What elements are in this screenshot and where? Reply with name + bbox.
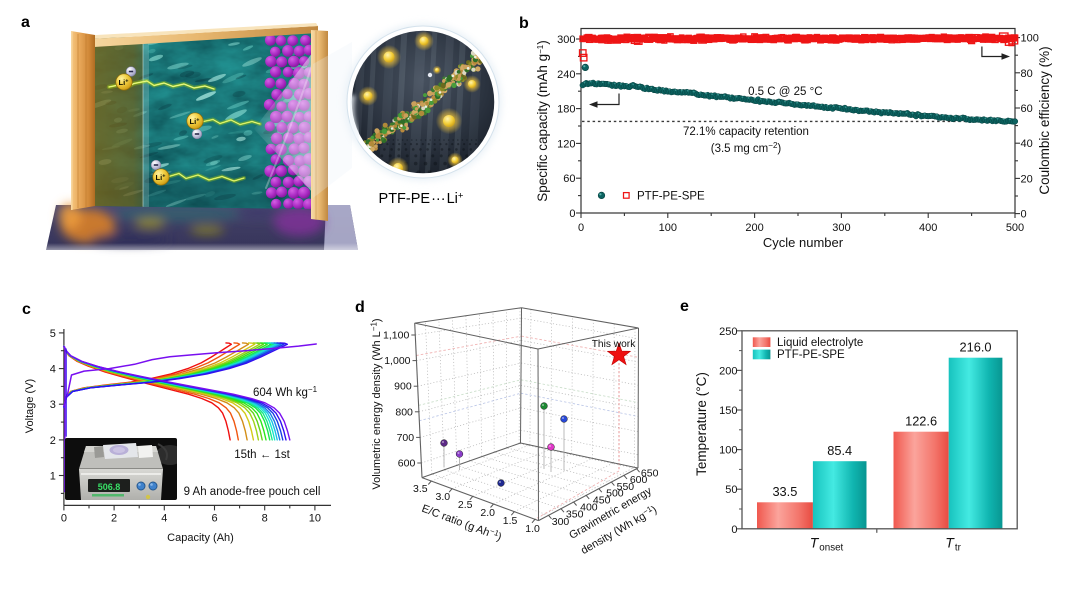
svg-text:450: 450 <box>593 494 611 506</box>
svg-text:400: 400 <box>580 501 598 513</box>
svg-text:250: 250 <box>719 326 737 338</box>
svg-text:4: 4 <box>161 512 167 524</box>
svg-text:Cycle number: Cycle number <box>763 235 844 250</box>
svg-text:Li+: Li+ <box>119 78 129 87</box>
svg-text:onset: onset <box>819 543 843 554</box>
svg-text:180: 180 <box>557 104 575 116</box>
svg-text:350: 350 <box>566 508 584 520</box>
svg-text:e: e <box>680 298 689 315</box>
svg-text:240: 240 <box>557 69 575 81</box>
svg-text:20: 20 <box>1021 173 1033 185</box>
svg-text:506.8: 506.8 <box>98 482 121 492</box>
svg-text:Specific capacity (mAh g−1): Specific capacity (mAh g−1) <box>535 40 550 201</box>
svg-text:604 Wh kg−1: 604 Wh kg−1 <box>253 385 318 399</box>
svg-text:Li+: Li+ <box>190 117 200 126</box>
svg-text:200: 200 <box>745 222 763 234</box>
svg-text:300: 300 <box>557 34 575 46</box>
svg-text:600: 600 <box>630 474 648 486</box>
svg-text:tr: tr <box>955 543 962 554</box>
svg-text:T: T <box>810 535 820 551</box>
svg-text:PTF-PE-SPE: PTF-PE-SPE <box>637 191 705 203</box>
svg-text:This work: This work <box>592 339 636 350</box>
svg-text:1,000: 1,000 <box>384 355 410 367</box>
svg-text:Voltage (V): Voltage (V) <box>24 379 36 433</box>
svg-text:500: 500 <box>1006 222 1024 234</box>
svg-text:2.5: 2.5 <box>458 499 473 511</box>
svg-text:300: 300 <box>552 516 570 528</box>
svg-text:0: 0 <box>1021 209 1027 221</box>
svg-text:Capacity (Ah): Capacity (Ah) <box>167 532 234 544</box>
svg-text:1.5: 1.5 <box>503 515 518 527</box>
svg-text:60: 60 <box>563 173 575 185</box>
svg-text:b: b <box>519 15 529 32</box>
svg-text:650: 650 <box>641 467 659 479</box>
svg-text:T: T <box>945 535 955 551</box>
svg-text:(3.5 mg cm−2): (3.5 mg cm−2) <box>711 141 782 155</box>
svg-text:8: 8 <box>262 512 268 524</box>
svg-text:33.5: 33.5 <box>772 484 797 499</box>
svg-text:PTF-PE-SPE: PTF-PE-SPE <box>777 349 845 361</box>
svg-text:216.0: 216.0 <box>959 339 991 354</box>
svg-text:Liquid electrolyte: Liquid electrolyte <box>777 337 863 349</box>
svg-text:c: c <box>22 301 31 318</box>
svg-text:700: 700 <box>397 432 415 444</box>
svg-text:72.1% capacity retention: 72.1% capacity retention <box>683 126 809 138</box>
svg-text:60: 60 <box>1021 103 1033 115</box>
svg-text:0: 0 <box>731 524 737 536</box>
svg-text:200: 200 <box>719 365 737 377</box>
svg-text:15th ← 1st: 15th ← 1st <box>234 449 290 461</box>
svg-text:Temperature (°C): Temperature (°C) <box>694 372 709 476</box>
svg-text:9 Ah anode-free pouch cell: 9 Ah anode-free pouch cell <box>184 486 321 498</box>
svg-text:1: 1 <box>50 471 56 483</box>
svg-text:3: 3 <box>50 399 56 411</box>
svg-text:122.6: 122.6 <box>905 413 937 428</box>
svg-text:2: 2 <box>111 512 117 524</box>
svg-text:4: 4 <box>50 364 56 376</box>
svg-text:d: d <box>355 299 365 316</box>
svg-text:900: 900 <box>394 381 412 393</box>
svg-text:600: 600 <box>398 458 416 470</box>
svg-text:Coulombic efficiency (%): Coulombic efficiency (%) <box>1037 46 1052 194</box>
svg-text:100: 100 <box>719 445 737 457</box>
svg-text:10: 10 <box>309 512 321 524</box>
svg-text:PTF-PE···Li+: PTF-PE···Li+ <box>379 191 464 208</box>
svg-text:800: 800 <box>395 406 413 418</box>
svg-text:0.5 C @ 25 °C: 0.5 C @ 25 °C <box>748 86 822 98</box>
svg-text:500: 500 <box>606 488 624 500</box>
svg-text:1,100: 1,100 <box>383 330 409 342</box>
svg-text:80: 80 <box>1021 68 1033 80</box>
svg-text:120: 120 <box>557 138 575 150</box>
svg-text:550: 550 <box>617 481 635 493</box>
svg-text:300: 300 <box>832 222 850 234</box>
svg-text:150: 150 <box>719 405 737 417</box>
svg-text:40: 40 <box>1021 138 1033 150</box>
svg-text:1.0: 1.0 <box>525 523 540 535</box>
svg-text:6: 6 <box>211 512 217 524</box>
svg-text:3.0: 3.0 <box>435 491 450 503</box>
svg-text:0: 0 <box>578 222 584 234</box>
svg-text:400: 400 <box>919 222 937 234</box>
svg-text:0: 0 <box>61 512 67 524</box>
svg-text:50: 50 <box>725 484 737 496</box>
svg-text:Volumetric energy density (Wh: Volumetric energy density (Wh L−1) <box>370 318 384 489</box>
svg-text:2.0: 2.0 <box>480 507 495 519</box>
svg-text:a: a <box>21 14 30 31</box>
svg-text:100: 100 <box>659 222 677 234</box>
svg-text:5: 5 <box>50 328 56 340</box>
svg-text:2: 2 <box>50 435 56 447</box>
svg-text:Li+: Li+ <box>156 173 166 182</box>
svg-text:100: 100 <box>1021 33 1039 45</box>
svg-text:85.4: 85.4 <box>827 443 852 458</box>
svg-text:0: 0 <box>569 208 575 220</box>
svg-text:3.5: 3.5 <box>413 483 428 495</box>
